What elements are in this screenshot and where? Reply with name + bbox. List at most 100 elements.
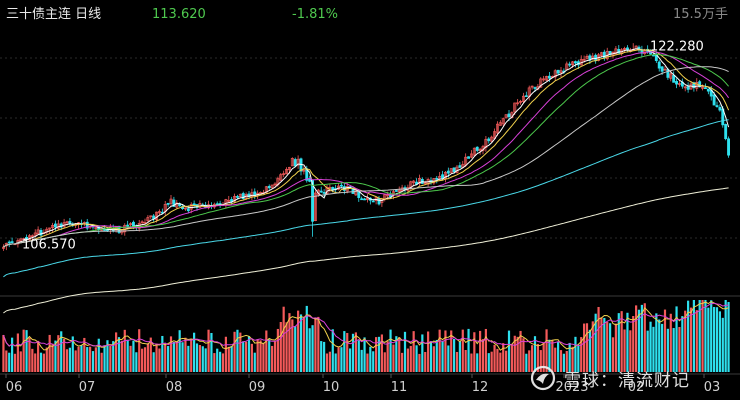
candle-body — [475, 146, 479, 151]
candle-body — [715, 105, 719, 108]
volume-bar — [562, 353, 565, 372]
volume-bar — [620, 311, 623, 372]
volume-bar — [305, 305, 308, 372]
volume-bar — [623, 329, 626, 372]
volume-bar — [253, 352, 256, 372]
candle-body — [692, 82, 696, 89]
volume-bar — [236, 329, 239, 372]
volume-bar — [687, 300, 690, 372]
volume-bar — [432, 346, 435, 372]
ma30-line — [3, 53, 729, 248]
x-tick-label: 02 — [628, 380, 645, 395]
volume-bar — [71, 336, 74, 372]
volume-bar — [219, 351, 222, 372]
candle-body — [657, 61, 661, 69]
candle-body — [524, 95, 528, 98]
volume-bar — [132, 340, 135, 372]
volume-bar — [557, 341, 560, 372]
volume-bar — [531, 345, 534, 372]
volume-bar — [184, 337, 187, 372]
volume-bar — [401, 352, 404, 372]
volume-bar — [525, 353, 528, 372]
candle-body — [703, 87, 707, 90]
volume-bar — [195, 343, 199, 372]
volume-bar — [193, 332, 196, 372]
volume-bar — [172, 342, 175, 372]
high-price-label: 122.280 — [650, 39, 704, 54]
volume-bar — [74, 350, 77, 372]
volume-bar — [317, 316, 320, 372]
candle-body — [449, 168, 453, 173]
volume-bar — [340, 347, 343, 372]
volume-bar — [360, 349, 363, 372]
volume-bar — [444, 330, 447, 372]
change-percent: -1.81% — [292, 7, 338, 22]
volume-bar — [31, 348, 34, 372]
candle-body — [238, 193, 242, 198]
volume-bar — [392, 344, 395, 372]
volume-bar — [169, 336, 173, 372]
volume-bar — [276, 328, 279, 372]
candle-body — [360, 198, 364, 201]
volume-bar — [181, 342, 184, 372]
volume-bar — [8, 352, 11, 372]
candle-body — [19, 238, 23, 242]
candle-body — [377, 198, 381, 205]
volume-bar — [675, 306, 678, 372]
candle-body — [293, 159, 297, 167]
volume-bar — [68, 347, 71, 372]
candle-body — [290, 158, 294, 167]
x-tick-label: 10 — [323, 380, 340, 395]
candle-body — [85, 221, 89, 229]
volume-bar — [54, 340, 57, 372]
candle-body — [683, 86, 687, 89]
volume-bar — [242, 341, 245, 372]
candle-body — [591, 55, 595, 60]
volume-bar — [48, 334, 51, 372]
volume-bar — [666, 328, 669, 372]
candle-body — [553, 70, 557, 78]
volume-bar — [470, 353, 473, 372]
volume-bar — [427, 331, 430, 372]
volume-bar — [528, 350, 531, 372]
ma10-line — [3, 49, 730, 248]
candle-body — [51, 225, 55, 228]
volume-bar — [424, 351, 427, 372]
volume-bar — [435, 339, 438, 372]
volume-bar — [112, 341, 115, 372]
candle-body — [30, 235, 34, 238]
volume-bar — [522, 338, 525, 372]
volume-bar — [715, 307, 719, 372]
volume-bar — [239, 332, 242, 372]
volume-bar — [455, 351, 459, 372]
x-tick-label: 08 — [166, 380, 183, 395]
volume-moving-averages — [2, 301, 729, 351]
volume-bar — [571, 346, 574, 372]
candle-body — [10, 241, 14, 243]
volume-bar — [493, 344, 496, 372]
candle-body — [675, 81, 679, 85]
volume-bar — [28, 337, 31, 372]
volume-bar — [577, 344, 580, 372]
volume-bar — [86, 347, 89, 372]
volume-bar — [337, 347, 340, 372]
volume-bar — [704, 300, 707, 372]
volume-bar — [279, 322, 282, 372]
volume-bar — [224, 336, 227, 372]
candle-body — [149, 215, 153, 218]
volume-bar — [597, 306, 600, 372]
volume-bar — [545, 329, 548, 372]
volume-bar — [643, 303, 646, 372]
volume-bar — [273, 341, 277, 372]
candle-body — [371, 200, 375, 203]
volume-bar — [103, 345, 106, 372]
volume-bar — [201, 346, 204, 372]
volume-bar — [94, 347, 97, 372]
volume-bar — [505, 350, 508, 372]
volume-bar — [357, 340, 360, 372]
last-price: 113.620 — [152, 7, 206, 22]
candle-body — [311, 180, 315, 222]
candle-body — [695, 81, 699, 89]
candle-body — [504, 114, 508, 119]
